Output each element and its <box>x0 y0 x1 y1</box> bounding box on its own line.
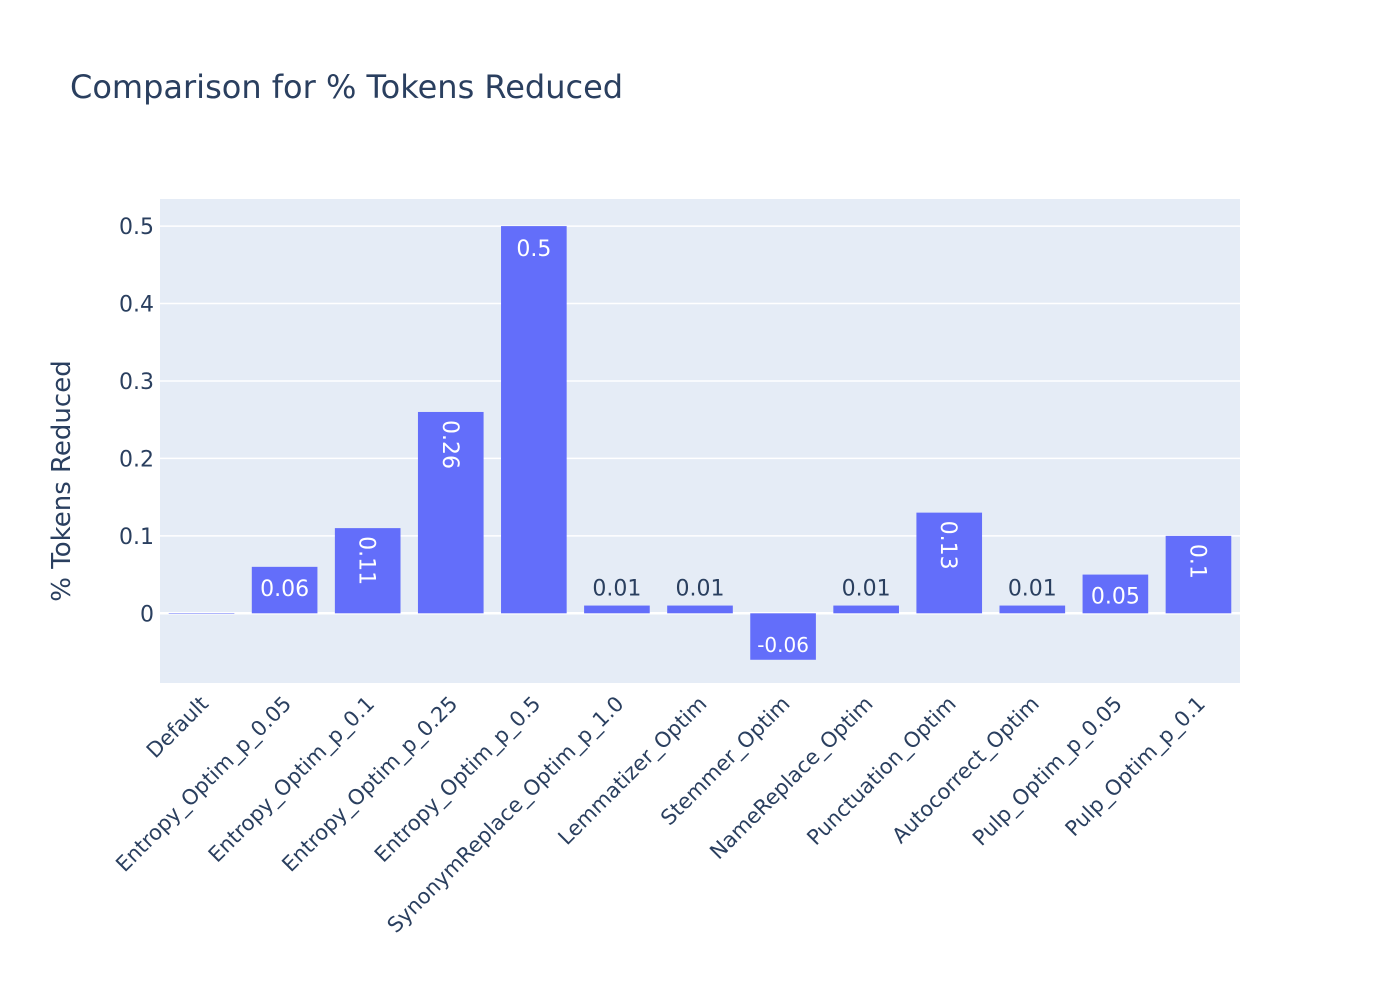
y-tick-label: 0.5 <box>119 215 154 240</box>
bar <box>417 411 484 614</box>
data-label: 0.11 <box>354 536 379 585</box>
y-tick-label: 0.2 <box>119 447 154 472</box>
y-axis-ticks: 0 0.1 0.2 0.3 0.4 0.5 <box>119 215 154 627</box>
bar <box>999 605 1066 614</box>
x-tick-label: Punctuation_Optim <box>802 692 961 851</box>
x-tick-label: NameReplace_Optim <box>705 692 878 865</box>
data-label: -0.06 <box>757 633 809 657</box>
x-tick-label: Entropy_Optim_p_0.1 <box>204 692 380 868</box>
bar <box>916 512 983 614</box>
data-label: 0.26 <box>437 420 462 469</box>
bar <box>750 613 816 660</box>
bar <box>168 613 235 614</box>
data-label: 0.01 <box>1008 577 1057 602</box>
bar <box>1165 535 1232 614</box>
data-label: 0.5 <box>516 237 551 262</box>
bar <box>1082 574 1149 614</box>
bar <box>833 605 899 614</box>
x-tick-label: Default <box>142 692 213 763</box>
x-tick-label: Entropy_Optim_p_0.5 <box>370 692 546 868</box>
x-tick-label: Pulp_Optim_p_0.1 <box>1061 692 1211 842</box>
data-label: 0.01 <box>592 577 641 602</box>
bar <box>667 605 733 614</box>
data-label: 0.13 <box>935 521 960 570</box>
data-labels: 0.06 0.11 0.26 0.5 0.01 0.01 -0.06 0.01 0.13 0.01… <box>260 237 1209 657</box>
x-tick-label: Pulp_Optim_p_0.05 <box>968 692 1128 852</box>
bars <box>168 226 1232 660</box>
bar <box>584 605 650 614</box>
data-label: 0.05 <box>1091 585 1140 610</box>
x-tick-label: Autocorrect_Optim <box>887 692 1044 849</box>
y-tick-label: 0 <box>140 602 154 627</box>
y-tick-label: 0.3 <box>119 370 154 395</box>
data-label: 0.06 <box>260 577 309 602</box>
y-axis-label: % Tokens Reduced <box>47 360 77 601</box>
chart-title: Comparison for % Tokens Reduced <box>70 68 624 106</box>
data-label: 0.01 <box>676 577 725 602</box>
x-tick-label: Lemmatizer_Optim <box>553 692 712 851</box>
y-tick-label: 0.1 <box>119 525 154 550</box>
data-label: 0.1 <box>1184 544 1209 579</box>
bar <box>501 226 567 614</box>
y-tick-label: 0.4 <box>119 293 154 318</box>
bar <box>251 566 318 614</box>
data-label: 0.01 <box>842 577 891 602</box>
x-axis-ticks: DefaultEntropy_Optim_p_0.05Entropy_Optim… <box>111 692 1211 939</box>
bar <box>334 528 401 614</box>
